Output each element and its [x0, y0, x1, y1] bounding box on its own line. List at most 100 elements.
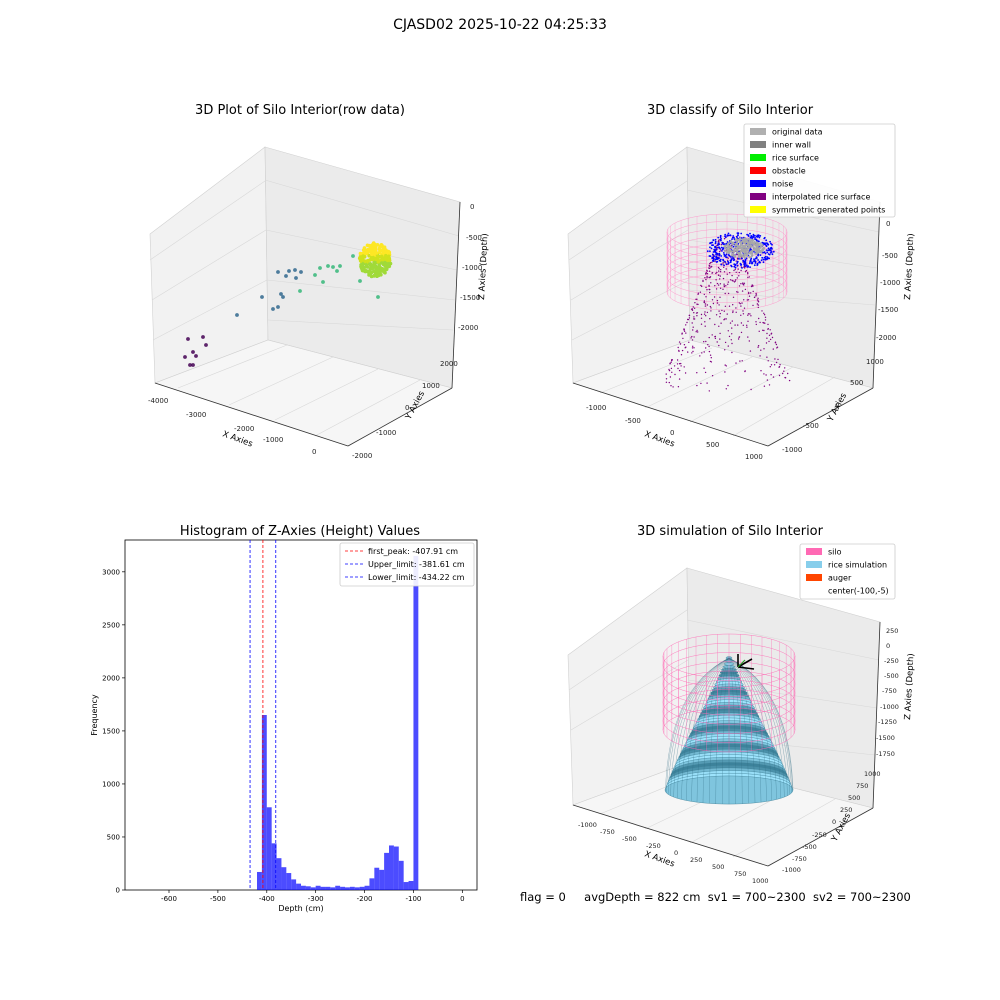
noise-point: [741, 258, 743, 260]
histogram-bar: [350, 887, 355, 890]
panel4-z-tick: -500: [884, 672, 899, 680]
noise-point: [723, 265, 725, 267]
y-tick-label: 2500: [102, 621, 120, 629]
interpolated-point: [711, 361, 712, 362]
interpolated-point: [727, 385, 728, 386]
interpolated-point: [717, 302, 718, 303]
interpolated-point: [758, 318, 759, 319]
interpolated-point: [709, 337, 710, 338]
panel4-z-tick: -1750: [876, 750, 895, 758]
noise-point: [710, 255, 712, 257]
interpolated-point: [742, 290, 743, 291]
noise-point: [728, 233, 730, 235]
original-point: [734, 244, 736, 246]
interpolated-point: [732, 320, 733, 321]
interpolated-point: [709, 265, 710, 266]
interpolated-point: [759, 322, 760, 323]
interpolated-point: [738, 275, 739, 276]
interpolated-point: [765, 317, 766, 318]
interpolated-point: [742, 310, 743, 311]
noise-point: [747, 265, 749, 267]
interpolated-point: [719, 268, 720, 269]
interpolated-point: [709, 289, 710, 290]
interpolated-point: [693, 306, 694, 307]
interpolated-point: [714, 296, 715, 297]
noise-point: [716, 261, 718, 263]
interpolated-point: [689, 317, 690, 318]
interpolated-point: [679, 370, 680, 371]
interpolated-point: [693, 318, 694, 319]
scatter-point: [191, 363, 195, 367]
interpolated-point: [731, 352, 732, 353]
x-tick-label: -200: [357, 895, 373, 903]
original-point: [724, 250, 726, 252]
interpolated-point: [710, 267, 711, 268]
panel4-y-tick: 0: [832, 818, 836, 826]
y-tick-label: 1000: [102, 780, 120, 788]
scatter-point: [299, 270, 303, 274]
original-point: [737, 245, 739, 247]
scatter-point: [335, 269, 339, 273]
panel1-x-tick: -4000: [148, 397, 168, 405]
interpolated-point: [724, 371, 725, 372]
interpolated-point: [748, 299, 749, 300]
interpolated-point: [764, 314, 765, 315]
interpolated-point: [671, 372, 672, 373]
interpolated-point: [708, 285, 709, 286]
original-point: [760, 245, 762, 247]
noise-point: [720, 264, 722, 266]
panel2-y-tick: 1000: [866, 358, 884, 366]
legend-swatch: [750, 167, 766, 174]
noise-point: [759, 262, 761, 264]
interpolated-point: [696, 330, 697, 331]
interpolated-point: [680, 343, 681, 344]
interpolated-point: [723, 278, 724, 279]
noise-point: [754, 260, 756, 262]
legend-swatch: [806, 574, 822, 581]
panel4-z-label: Z Axies (Depth): [903, 653, 916, 720]
panel1-y-tick: -2000: [352, 452, 372, 460]
interpolated-point: [708, 277, 709, 278]
original-point: [752, 244, 754, 246]
interpolated-point: [720, 275, 721, 276]
panel2-z-tick: -500: [882, 252, 898, 260]
interpolated-point: [724, 271, 725, 272]
noise-point: [746, 264, 748, 266]
scatter-point: [381, 246, 385, 250]
noise-point: [715, 242, 717, 244]
sv2-text: sv2 = 700~2300: [813, 890, 911, 904]
noise-point: [725, 236, 727, 238]
interpolated-point: [684, 366, 685, 367]
histogram-bar: [301, 886, 306, 890]
panel1-x-tick: -2000: [234, 425, 254, 433]
interpolated-point: [763, 322, 764, 323]
interpolated-point: [763, 348, 764, 349]
interpolated-point: [740, 315, 741, 316]
panel4-z-tick: -1500: [876, 734, 895, 742]
scatter-point: [284, 274, 288, 278]
interpolated-point: [728, 258, 729, 259]
noise-point: [773, 251, 775, 253]
interpolated-point: [710, 355, 711, 356]
interpolated-point: [735, 362, 736, 363]
panel4-x-tick: -750: [600, 828, 615, 836]
interpolated-point: [719, 316, 720, 317]
interpolated-point: [710, 282, 711, 283]
noise-point: [761, 259, 763, 261]
interpolated-point: [725, 293, 726, 294]
interpolated-point: [766, 333, 767, 334]
scatter-point: [369, 248, 373, 252]
legend-swatch: [750, 180, 766, 187]
noise-point: [765, 253, 767, 255]
panel1-y-tick: 1000: [422, 382, 440, 390]
interpolated-point: [691, 336, 692, 337]
histogram-bar: [306, 886, 311, 890]
noise-point: [740, 233, 742, 235]
noise-point: [771, 251, 773, 253]
interpolated-point: [740, 270, 741, 271]
interpolated-point: [704, 321, 705, 322]
interpolated-point: [714, 324, 715, 325]
scatter-point: [379, 273, 383, 277]
legend-swatch: [750, 141, 766, 148]
histogram-bar: [325, 887, 330, 890]
